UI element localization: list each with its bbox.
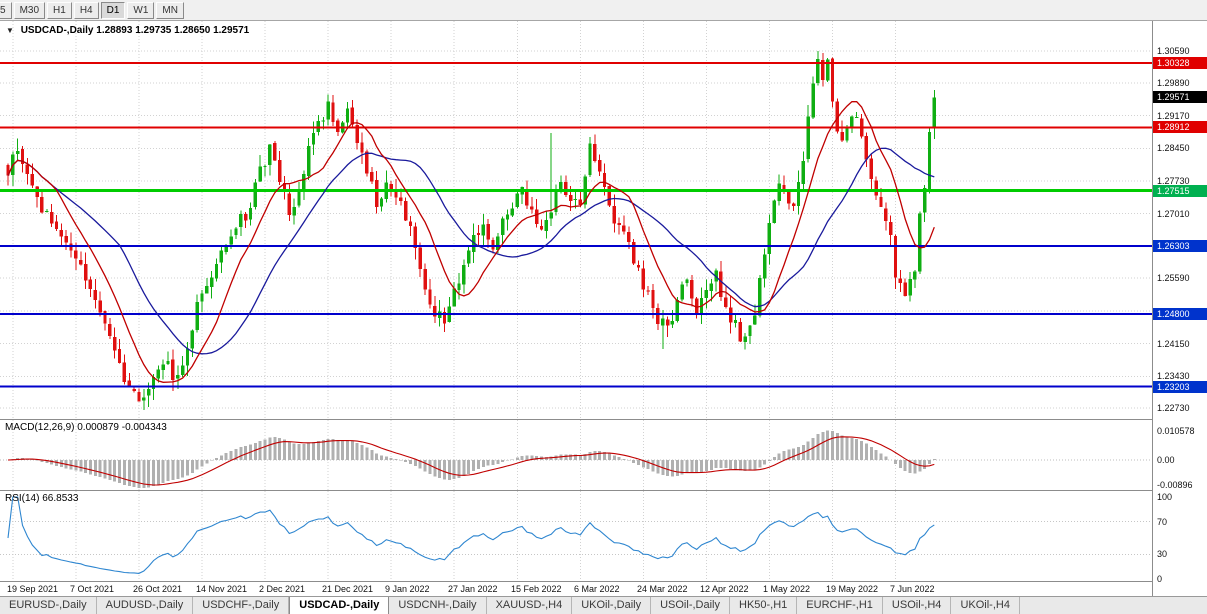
rsi-indicator-canvas[interactable] bbox=[0, 491, 1152, 581]
chart-title: ▼ USDCAD-,Daily 1.28893 1.29735 1.28650 … bbox=[6, 25, 249, 36]
price-axis-label: 1.23430 bbox=[1157, 371, 1190, 381]
tab-ukoil-daily[interactable]: UKOil-,Daily bbox=[572, 597, 652, 614]
price-level-badge-1-26303: 1.26303 bbox=[1153, 240, 1207, 252]
price-level-badge-1-30328: 1.30328 bbox=[1153, 57, 1207, 69]
collapse-chart-icon[interactable]: ▼ bbox=[6, 26, 14, 35]
time-axis-separator bbox=[0, 581, 1207, 582]
macd-signal-value: -0.004343 bbox=[121, 422, 167, 433]
time-axis-label: 19 Sep 2021 bbox=[7, 584, 59, 594]
time-axis-label: 12 Apr 2022 bbox=[700, 584, 749, 594]
tab-usdcad-daily[interactable]: USDCAD-,Daily bbox=[289, 597, 390, 614]
macd-name: MACD(12,26,9) bbox=[5, 422, 75, 433]
time-axis[interactable]: 19 Sep 2021 7 Oct 2021 26 Oct 2021 14 Nov 2… bbox=[0, 582, 1152, 596]
macd-indicator-label: MACD(12,26,9) 0.000879 -0.004343 bbox=[5, 422, 167, 433]
price-level-badge-1-23203: 1.23203 bbox=[1153, 381, 1207, 393]
tab-usdchf-daily[interactable]: USDCHF-,Daily bbox=[193, 597, 290, 614]
tab-usoil-daily[interactable]: USOil-,Daily bbox=[651, 597, 730, 614]
price-axis-label: 1.25590 bbox=[1157, 273, 1190, 283]
time-axis-label: 6 Mar 2022 bbox=[574, 584, 620, 594]
symbol-period-label: USDCAD-,Daily bbox=[20, 25, 94, 36]
timeframe-button-m30[interactable]: M30 bbox=[13, 1, 46, 19]
rsi-axis-label: 30 bbox=[1157, 549, 1168, 559]
timeframe-button-5[interactable]: 5 bbox=[0, 1, 12, 19]
macd-axis-label: 0.00 bbox=[1157, 455, 1175, 465]
price-chart-canvas[interactable] bbox=[0, 21, 1152, 419]
time-axis-label: 7 Jun 2022 bbox=[890, 584, 935, 594]
rsi-panel-separator[interactable] bbox=[0, 490, 1207, 491]
time-axis-label: 21 Dec 2021 bbox=[322, 584, 374, 594]
rsi-axis-label: 70 bbox=[1157, 517, 1168, 527]
time-axis-label: 14 Nov 2021 bbox=[196, 584, 248, 594]
macd-main-value: 0.000879 bbox=[77, 422, 119, 433]
chart-window: ▼ USDCAD-,Daily 1.28893 1.29735 1.28650 … bbox=[0, 21, 1207, 596]
macd-panel-separator[interactable] bbox=[0, 419, 1207, 420]
price-axis-label: 1.28450 bbox=[1157, 143, 1190, 153]
macd-indicator-canvas[interactable] bbox=[0, 420, 1152, 490]
price-level-badge-1-27515: 1.27515 bbox=[1153, 185, 1207, 197]
tab-hk50-h1[interactable]: HK50-,H1 bbox=[730, 597, 798, 614]
time-axis-label: 24 Mar 2022 bbox=[637, 584, 688, 594]
time-axis-label: 27 Jan 2022 bbox=[448, 584, 498, 594]
price-axis-label: 1.24150 bbox=[1157, 339, 1190, 349]
timeframe-button-mn[interactable]: MN bbox=[156, 1, 184, 19]
timeframe-button-d1[interactable]: D1 bbox=[100, 1, 126, 19]
rsi-axis-label: 0 bbox=[1157, 574, 1163, 584]
tab-usoil-h4[interactable]: USOil-,H4 bbox=[883, 597, 952, 614]
price-axis-label: 1.29890 bbox=[1157, 78, 1190, 88]
ohlc-close: 1.29571 bbox=[213, 25, 250, 36]
timeframe-button-h1[interactable]: H1 bbox=[47, 1, 72, 19]
rsi-value: 66.8533 bbox=[42, 493, 79, 504]
macd-histogram bbox=[11, 430, 936, 488]
price-axis-label: 1.22730 bbox=[1157, 403, 1190, 413]
macd-signal-line bbox=[7, 436, 935, 486]
timeframe-button-h4[interactable]: H4 bbox=[73, 1, 99, 19]
tab-eurchf-h1[interactable]: EURCHF-,H1 bbox=[797, 597, 883, 614]
time-axis-label: 19 May 2022 bbox=[826, 584, 879, 594]
price-grid bbox=[0, 21, 1152, 419]
ma-fast-line bbox=[7, 100, 935, 383]
macd-axis-label: 0.010578 bbox=[1157, 426, 1195, 436]
rsi-indicator-label: RSI(14) 66.8533 bbox=[5, 493, 78, 504]
time-axis-label: 15 Feb 2022 bbox=[511, 584, 562, 594]
price-axis-label: 1.30590 bbox=[1157, 46, 1190, 56]
timeframe-toolbar: 5 M30 H1 H4 D1 W1 MN bbox=[0, 0, 1207, 21]
rsi-line bbox=[7, 496, 935, 574]
rsi-axis-label: 100 bbox=[1157, 492, 1173, 502]
price-axis-label: 1.27730 bbox=[1157, 176, 1190, 186]
timeframe-button-w1[interactable]: W1 bbox=[127, 1, 155, 19]
tab-usdcnh-daily[interactable]: USDCNH-,Daily bbox=[389, 597, 487, 614]
ohlc-low: 1.28650 bbox=[174, 25, 211, 36]
tab-audusd-daily[interactable]: AUDUSD-,Daily bbox=[97, 597, 194, 614]
price-level-badge-1-28912: 1.28912 bbox=[1153, 121, 1207, 133]
price-axis-label: 1.27010 bbox=[1157, 209, 1190, 219]
time-axis-label: 7 Oct 2021 bbox=[70, 584, 115, 594]
time-axis-label: 9 Jan 2022 bbox=[385, 584, 430, 594]
tab-eurusd-daily[interactable]: EURUSD-,Daily bbox=[0, 597, 97, 614]
time-axis-label: 1 May 2022 bbox=[763, 584, 811, 594]
time-axis-label: 26 Oct 2021 bbox=[133, 584, 183, 594]
ohlc-open: 1.28893 bbox=[96, 25, 133, 36]
price-axis[interactable]: 1.30590 1.29890 1.29170 1.28450 1.27730 1.270… bbox=[1152, 21, 1207, 596]
tab-xauusd-h4[interactable]: XAUUSD-,H4 bbox=[487, 597, 573, 614]
current-price-badge: 1.29571 bbox=[1153, 91, 1207, 103]
candles bbox=[6, 50, 936, 411]
time-axis-label: 2 Dec 2021 bbox=[259, 584, 306, 594]
price-axis-label: 1.29170 bbox=[1157, 111, 1190, 121]
ma-slow-line bbox=[7, 147, 935, 355]
chart-tabs-bar: EURUSD-,Daily AUDUSD-,Daily USDCHF-,Daily U… bbox=[0, 596, 1207, 614]
rsi-grid bbox=[0, 491, 1152, 581]
tab-ukoil-h4[interactable]: UKOil-,H4 bbox=[951, 597, 1020, 614]
macd-axis-label: -0.00896 bbox=[1157, 480, 1193, 490]
ohlc-high: 1.29735 bbox=[135, 25, 172, 36]
price-level-badge-1-24800: 1.24800 bbox=[1153, 308, 1207, 320]
rsi-name: RSI(14) bbox=[5, 493, 40, 504]
